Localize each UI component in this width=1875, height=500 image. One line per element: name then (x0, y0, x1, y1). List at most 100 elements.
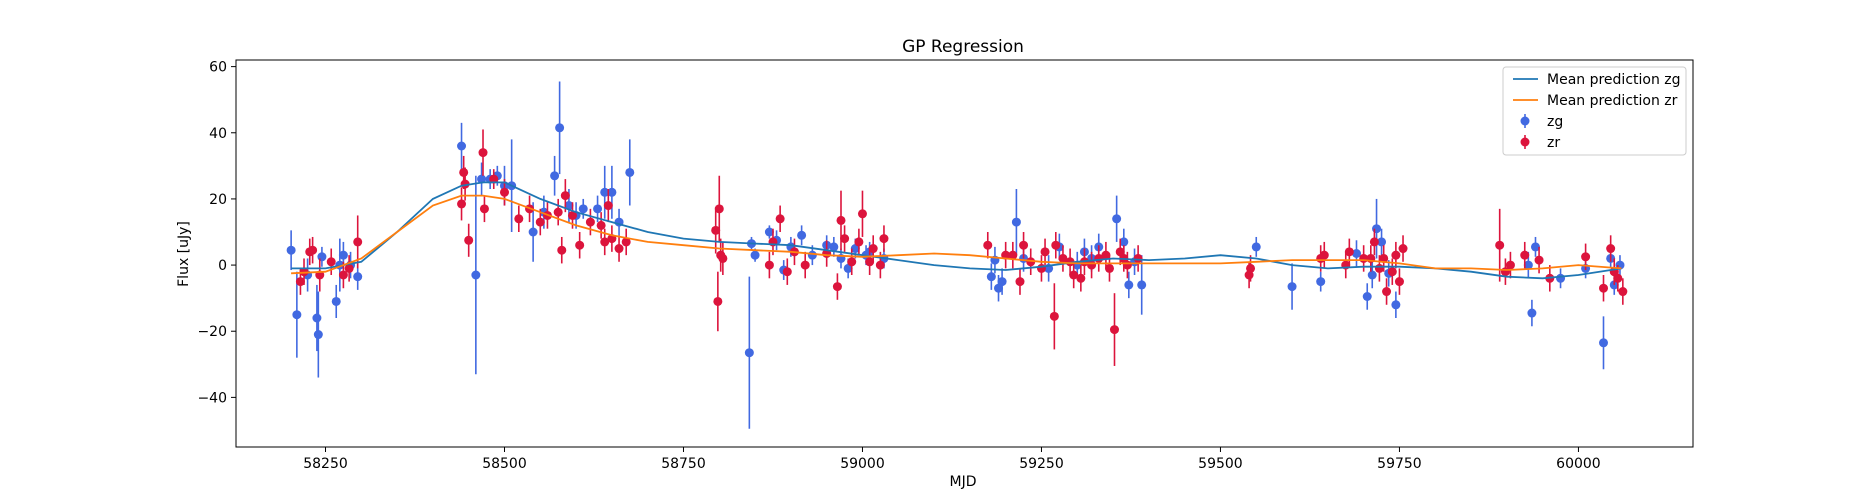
legend-marker-swatch (1520, 116, 1530, 126)
zr-marker (832, 282, 842, 292)
zr-marker (557, 245, 567, 255)
zg-marker (1362, 292, 1372, 301)
zr-point (713, 271, 723, 332)
zr-marker (459, 167, 469, 177)
zr-marker (1382, 287, 1392, 297)
zg-marker (312, 313, 322, 323)
legend-label: Mean prediction zr (1547, 93, 1678, 109)
zr-point (1618, 278, 1628, 305)
zr-point (800, 251, 810, 279)
zr-marker (535, 217, 545, 227)
zr-marker (1534, 255, 1544, 265)
zr-point (489, 169, 499, 189)
zr-point (775, 205, 785, 232)
zr-point (1599, 275, 1609, 302)
zr-point (479, 195, 489, 223)
zr-marker (479, 204, 489, 214)
zr-marker (1115, 247, 1125, 257)
zg-marker (1367, 270, 1377, 280)
zr-point (614, 235, 624, 262)
zr-marker (457, 199, 467, 209)
y-axis-label: Flux [uJy] (176, 221, 192, 287)
zr-point (621, 228, 631, 256)
zg-point (744, 276, 754, 429)
zr-marker (782, 267, 792, 277)
zr-marker (847, 257, 857, 267)
zr-marker (568, 210, 578, 220)
zr-point (1391, 241, 1401, 269)
zg-point (1530, 236, 1540, 257)
zr-point (983, 232, 993, 259)
zg-marker (528, 227, 538, 237)
zg-marker (550, 171, 560, 181)
y-tick-label: −20 (197, 324, 227, 340)
zr-marker (621, 237, 631, 247)
zr-marker (1058, 253, 1068, 263)
series-line-Mean prediction zg (291, 181, 1622, 280)
zr-point (1049, 283, 1059, 350)
zg-marker (1287, 282, 1297, 292)
zg-marker (578, 204, 588, 214)
zr-marker (879, 234, 889, 244)
zr-marker (560, 191, 570, 201)
zr-marker (718, 253, 728, 263)
zr-marker (353, 237, 363, 247)
x-tick-label: 59000 (840, 456, 885, 472)
zg-marker (593, 204, 603, 214)
zr-marker (1581, 252, 1591, 262)
zr-marker (1101, 250, 1111, 260)
zr-marker (1104, 263, 1114, 273)
zr-marker (596, 220, 606, 230)
legend-label: zg (1547, 114, 1563, 130)
zg-marker (1391, 300, 1401, 310)
zr-marker (1344, 247, 1354, 257)
zg-marker (1377, 237, 1387, 247)
zg-marker (1137, 280, 1147, 290)
zr-point (575, 232, 585, 259)
zg-marker (1599, 338, 1609, 348)
zr-marker (575, 240, 585, 250)
zg-point (555, 81, 565, 175)
zg-marker (1351, 249, 1361, 258)
x-tick-label: 59750 (1377, 456, 1422, 472)
zr-point (1051, 232, 1061, 259)
zr-point (832, 273, 842, 300)
zg-marker (1124, 280, 1134, 290)
zr-point (854, 228, 864, 256)
zg-marker (843, 263, 853, 273)
zr-marker (1606, 244, 1616, 254)
zg-marker (1316, 277, 1326, 287)
zg-point (1351, 240, 1361, 267)
zr-point (1019, 232, 1029, 259)
zr-point (1058, 245, 1068, 272)
y-tick-label: 20 (209, 192, 227, 208)
zr-marker (1008, 250, 1018, 260)
zr-point (865, 248, 875, 275)
zr-marker (464, 235, 474, 245)
zr-point (1026, 248, 1036, 275)
zr-point (1606, 235, 1616, 262)
zr-point (299, 258, 309, 285)
zr-point (1319, 241, 1329, 269)
zr-marker (1369, 237, 1379, 247)
zg-point (1137, 255, 1147, 315)
zr-point (478, 129, 488, 176)
zr-point (1109, 293, 1119, 366)
x-tick-label: 60000 (1556, 456, 1601, 472)
zr-marker (499, 187, 509, 197)
zg-marker (1112, 214, 1122, 224)
zr-point (1398, 235, 1408, 262)
zg-marker (353, 272, 363, 282)
zr-marker (1391, 250, 1401, 260)
zg-point (1251, 236, 1261, 257)
zg-marker (625, 167, 635, 177)
zg-point (471, 175, 481, 375)
zg-marker (471, 270, 481, 280)
zr-marker (1398, 244, 1408, 254)
zr-marker (711, 225, 721, 235)
zg-point (550, 155, 560, 196)
zr-point (764, 251, 774, 279)
zr-point (553, 198, 563, 226)
zg-point (986, 263, 996, 290)
